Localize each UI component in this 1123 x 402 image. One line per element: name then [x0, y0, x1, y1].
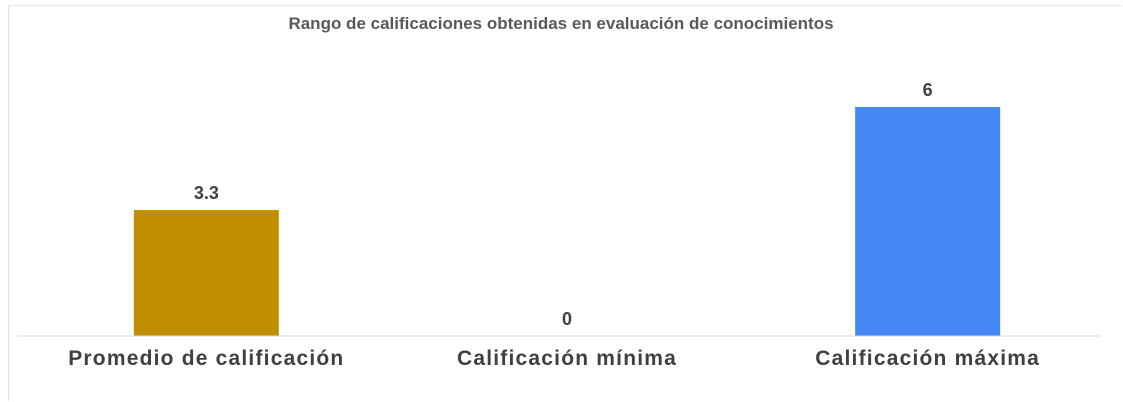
x-tick-label: Promedio de calificación — [68, 347, 345, 370]
chart-title: Rango de calificaciones obtenidas en eva… — [288, 14, 834, 33]
x-tick-label: Calificación mínima — [456, 347, 678, 370]
bar — [855, 107, 1001, 336]
bar — [133, 210, 279, 336]
chart-frame — [8, 5, 1122, 401]
data-label: 0 — [562, 309, 572, 329]
data-label: 3.3 — [194, 183, 219, 203]
x-tick-label: Calificación máxima — [815, 347, 1041, 370]
data-label: 6 — [923, 80, 933, 100]
